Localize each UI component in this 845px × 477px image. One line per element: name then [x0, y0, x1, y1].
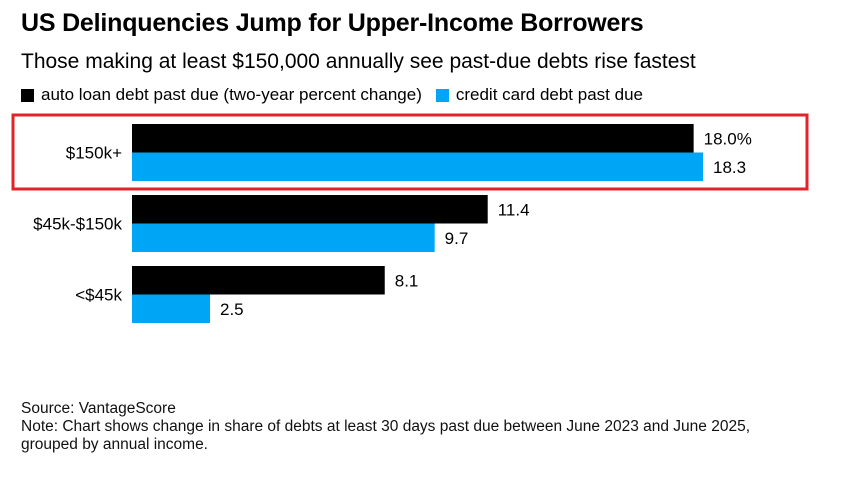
legend: auto loan debt past due (two-year percen… — [21, 85, 657, 105]
data-label: 9.7 — [445, 229, 469, 248]
data-label: 18.3 — [713, 158, 746, 177]
source-note: Source: VantageScore — [21, 400, 176, 417]
data-label: 2.5 — [220, 300, 244, 319]
legend-label-auto: auto loan debt past due (two-year percen… — [41, 85, 422, 104]
legend-label-credit: credit card debt past due — [455, 85, 643, 104]
bar-credit-card — [132, 152, 703, 181]
legend-item-credit: credit card debt past due — [435, 85, 643, 105]
category-label: <$45k — [75, 286, 122, 305]
bar-credit-card — [132, 294, 211, 323]
bar-auto-loan — [132, 195, 488, 224]
chart-title: US Delinquencies Jump for Upper-Income B… — [21, 9, 644, 37]
category-label: $45k-$150k — [33, 215, 122, 234]
data-label: 11.4 — [498, 200, 530, 219]
legend-swatch-auto — [21, 88, 34, 102]
data-label: 18.0% — [704, 129, 752, 148]
bar-auto-loan — [132, 266, 385, 295]
note-line-1: Note: Chart shows change in share of deb… — [21, 418, 750, 435]
chart-subtitle: Those making at least $150,000 annually … — [21, 50, 696, 73]
bar-auto-loan — [132, 124, 694, 153]
data-label: 8.1 — [395, 271, 419, 290]
legend-swatch-credit — [435, 88, 449, 102]
legend-item-auto: auto loan debt past due (two-year percen… — [21, 85, 422, 105]
category-label: $150k+ — [66, 144, 122, 163]
note-line-2: grouped by annual income. — [21, 436, 208, 453]
chart-footer: Source: VantageScore Note: Chart shows c… — [21, 400, 821, 454]
highlight-box — [11, 113, 809, 191]
bar-credit-card — [132, 223, 435, 252]
